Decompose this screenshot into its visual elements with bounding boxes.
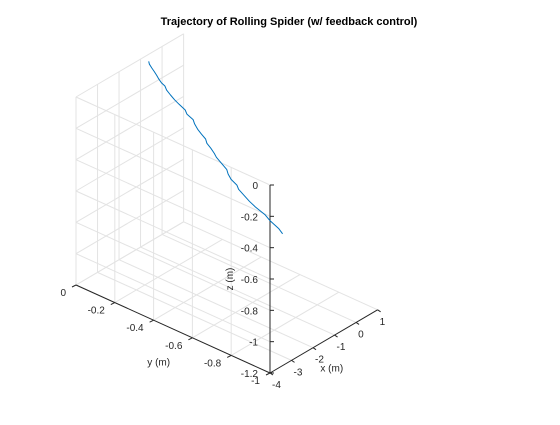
x-tick-label: 0 — [358, 329, 364, 340]
grid-line — [75, 159, 271, 249]
y-tick-label: -0.2 — [88, 306, 106, 317]
grid-line — [75, 221, 271, 311]
x-tick-label: 1 — [380, 317, 386, 328]
grid-line — [118, 259, 314, 349]
grid-line — [75, 221, 184, 286]
x-tick-mark — [377, 309, 381, 313]
grid-line — [161, 233, 357, 323]
y-tick-mark — [110, 302, 116, 306]
x-tick-mark — [291, 359, 295, 363]
y-tick-mark — [226, 354, 232, 358]
grid-line — [75, 96, 184, 161]
grid-line — [75, 253, 271, 343]
y-tick-label: -0.4 — [126, 323, 144, 334]
z-tick-label: -1 — [249, 338, 258, 349]
x-axis-line — [269, 309, 378, 374]
x-tick-label: -4 — [272, 380, 281, 391]
z-tick-label: -1.2 — [241, 369, 259, 380]
label-layer: -4-3-2-101-1-0.8-0.6-0.4-0.20-1.2-1-0.8-… — [60, 181, 385, 391]
trajectory-line — [148, 61, 284, 235]
y-tick-mark — [188, 337, 193, 341]
grid-line — [192, 274, 301, 339]
grid-line — [75, 158, 184, 223]
x-tick-mark — [334, 334, 338, 338]
z-axis-label: z (m) — [225, 268, 236, 291]
grid-line — [75, 127, 271, 217]
grid-line — [75, 96, 271, 186]
y-tick-label: -0.6 — [165, 341, 183, 352]
x-tick-label: -1 — [337, 342, 346, 353]
grid-line — [75, 64, 184, 129]
grid-line — [75, 190, 184, 255]
y-tick-mark — [71, 284, 77, 288]
grid-line — [230, 291, 340, 356]
z-tick-label: -0.2 — [241, 212, 259, 223]
grid-line — [75, 33, 184, 98]
z-tick-label: -0.8 — [241, 306, 259, 317]
x-tick-mark — [355, 322, 360, 325]
line-layer — [148, 61, 284, 235]
y-tick-label: -0.8 — [204, 358, 222, 369]
grid-line — [114, 238, 223, 304]
x-axis-label: x (m) — [320, 363, 343, 374]
y-axis-label: y (m) — [147, 357, 170, 368]
grid-line — [97, 271, 292, 361]
grid-line — [183, 221, 378, 311]
axis-layer — [71, 184, 381, 376]
x-tick-mark — [312, 347, 317, 351]
y-tick-label: 0 — [60, 288, 66, 299]
y-tick-mark — [265, 372, 271, 376]
y-axis-line — [75, 284, 271, 374]
y-tick-mark — [149, 319, 154, 323]
grid-line — [75, 127, 184, 192]
z-tick-label: 0 — [252, 181, 258, 192]
grid-line — [153, 256, 262, 321]
grid-line — [75, 190, 271, 280]
x-tick-label: -3 — [294, 367, 303, 378]
z-tick-label: -0.6 — [241, 275, 259, 286]
chart-title: Trajectory of Rolling Spider (w/ feedbac… — [161, 16, 418, 28]
x-tick-label: -2 — [315, 355, 324, 366]
grid-line — [140, 246, 335, 336]
y-tick-label: -1 — [251, 376, 260, 387]
z-tick-label: -0.4 — [241, 244, 259, 255]
